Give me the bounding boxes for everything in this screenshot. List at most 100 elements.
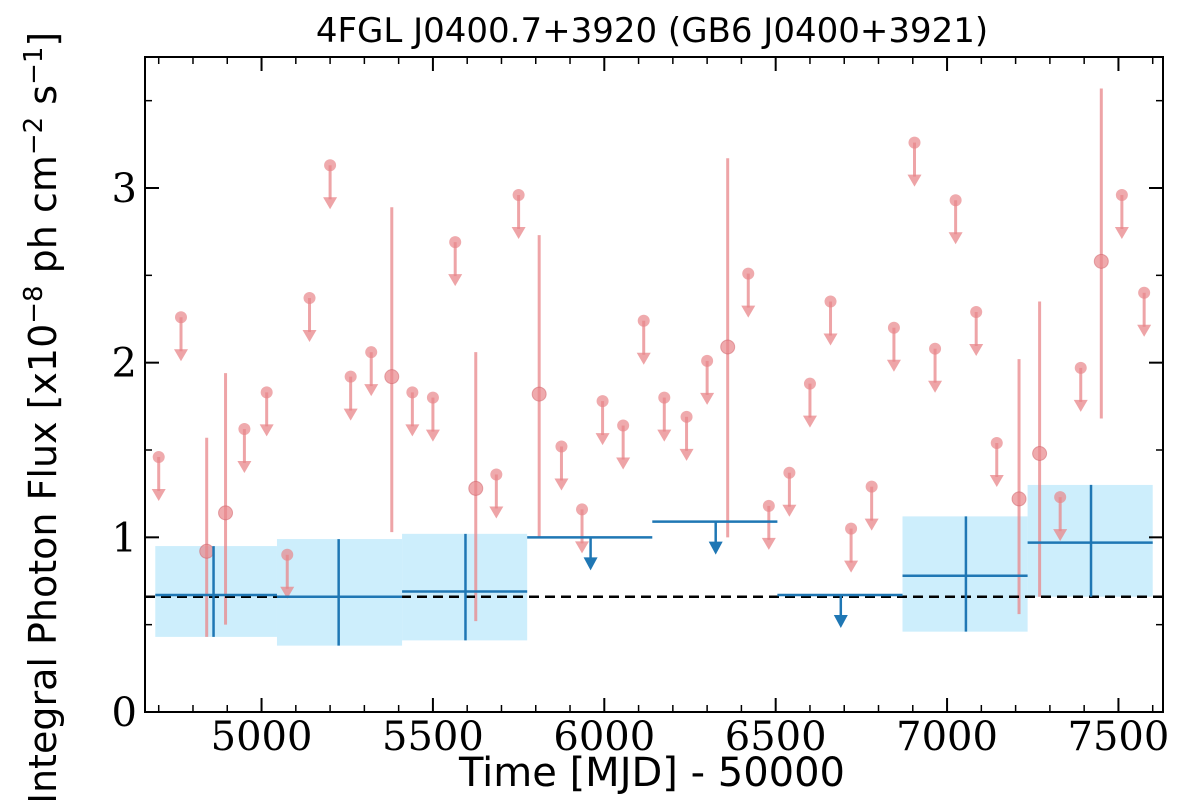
short-bin-series <box>151 88 1152 637</box>
short-bin-limit-arrow <box>575 541 590 554</box>
long-bin-band <box>155 546 277 637</box>
short-bin-limit-point <box>617 419 630 432</box>
short-bin-limit-point <box>887 321 900 334</box>
short-bin-limit-point <box>1138 286 1151 299</box>
short-bin-limit-arrow <box>425 429 440 442</box>
short-bin-detection-point <box>531 386 547 402</box>
short-bin-limit-point <box>949 194 962 207</box>
short-bin-limit-arrow <box>151 488 166 501</box>
short-bin-limit-arrow <box>595 433 610 446</box>
short-bin-limit-arrow <box>948 232 963 245</box>
x-tick-label: 5000 <box>211 714 313 760</box>
short-bin-limit-point <box>449 236 462 249</box>
x-axis-label: Time [MJD] - 50000 <box>458 750 845 796</box>
short-bin-limit-point <box>1074 361 1087 374</box>
short-bin-limit-arrow <box>907 174 922 187</box>
short-bin-limit-point <box>281 548 294 561</box>
short-bin-limit-point <box>344 370 357 383</box>
short-bin-limit-arrow <box>323 197 338 210</box>
y-axis-label-end: ] <box>21 32 65 47</box>
short-bin-limit-arrow <box>405 424 420 437</box>
short-bin-detection-point <box>1093 253 1109 269</box>
y-axis-label-mid: ph cm <box>21 155 65 285</box>
short-bin-limit-point <box>1054 491 1067 504</box>
short-bin-limit-arrow <box>1114 226 1129 239</box>
x-tick-label: 7000 <box>896 714 998 760</box>
short-bin-detection-point <box>720 339 736 355</box>
short-bin-limit-point <box>406 386 419 399</box>
short-bin-limit-point <box>908 136 921 149</box>
short-bin-limit-arrow <box>259 424 274 437</box>
short-bin-limit-point <box>596 395 609 408</box>
short-bin-detection-point <box>384 369 400 385</box>
short-bin-detection-point <box>218 505 234 521</box>
short-bin-limit-point <box>512 188 525 201</box>
y-axis-label-exp2: −2 <box>19 117 49 155</box>
y-axis-label-exp3: −1 <box>19 47 49 85</box>
short-bin-limit-arrow <box>741 305 756 318</box>
long-bin-limit-arrow <box>583 557 598 571</box>
plot-frame <box>144 56 1164 713</box>
short-bin-limit-arrow <box>616 457 631 470</box>
short-bin-detection-point <box>1011 491 1027 507</box>
x-tick-label: 6500 <box>725 714 827 760</box>
short-bin-limit-arrow <box>237 461 252 474</box>
short-bin-detection-point <box>199 543 215 559</box>
short-bin-limit-point <box>426 391 439 404</box>
short-bin-limit-arrow <box>886 359 901 372</box>
short-bin-limit-point <box>929 342 942 355</box>
short-bin-detection-point <box>1032 445 1048 461</box>
short-bin-limit-point <box>783 466 796 479</box>
short-bin-limit-arrow <box>1137 324 1152 337</box>
short-bin-limit-arrow <box>657 429 672 442</box>
y-axis-label-mid2: s <box>21 85 65 117</box>
short-bin-limit-arrow <box>802 415 817 428</box>
short-bin-limit-point <box>1115 188 1128 201</box>
y-axis-label-exp1: −8 <box>19 285 49 323</box>
x-tick-label: 6000 <box>553 714 655 760</box>
y-tick-label: 0 <box>112 690 137 736</box>
short-bin-limit-arrow <box>679 448 694 461</box>
long-bin-series <box>155 484 1153 646</box>
short-bin-limit-arrow <box>280 586 295 599</box>
short-bin-limit-point <box>845 522 858 535</box>
short-bin-limit-arrow <box>864 518 879 531</box>
short-bin-limit-point <box>865 480 878 493</box>
short-bin-limit-point <box>680 410 693 423</box>
short-bin-limit-arrow <box>448 274 463 287</box>
short-bin-limit-arrow <box>343 408 358 421</box>
y-tick-labels: 0 1 2 3 <box>112 166 137 736</box>
short-bin-limit-point <box>490 468 503 481</box>
short-bin-limit-arrow <box>782 504 797 517</box>
short-bin-limit-point <box>970 306 983 319</box>
short-bin-limit-arrow <box>969 344 984 357</box>
x-tick-label: 5500 <box>382 714 484 760</box>
short-bin-limit-arrow <box>989 475 1004 488</box>
short-bin-limit-arrow <box>554 478 569 491</box>
short-bin-limit-arrow <box>489 506 504 519</box>
short-bin-limit-point <box>174 311 187 324</box>
short-bin-limit-point <box>762 499 775 512</box>
short-bin-limit-point <box>824 295 837 308</box>
short-bin-limit-point <box>555 440 568 453</box>
y-axis-label-main: Integral Photon Flux [x10 <box>21 324 65 800</box>
short-bin-limit-arrow <box>761 537 776 550</box>
long-bin-limit-arrow <box>708 541 723 555</box>
x-tick-labels: 5000 5500 6000 6500 7000 7500 <box>211 714 1170 760</box>
short-bin-limit-arrow <box>823 333 838 346</box>
short-bin-limit-arrow <box>173 349 188 362</box>
short-bin-limit-arrow <box>844 560 859 573</box>
short-bin-limit-point <box>260 386 273 399</box>
short-bin-limit-point <box>303 292 316 305</box>
short-bin-limit-arrow <box>302 330 317 343</box>
short-bin-limit-arrow <box>636 352 651 365</box>
short-bin-limit-point <box>324 159 337 172</box>
x-tick-label: 7500 <box>1068 714 1170 760</box>
short-bin-limit-arrow <box>1073 399 1088 412</box>
short-bin-limit-point <box>637 314 650 327</box>
short-bin-limit-point <box>576 503 589 516</box>
short-bin-detection-point <box>468 480 484 496</box>
short-bin-limit-point <box>238 423 251 436</box>
short-bin-limit-point <box>365 346 378 359</box>
long-bin-limit-arrow <box>833 614 848 628</box>
